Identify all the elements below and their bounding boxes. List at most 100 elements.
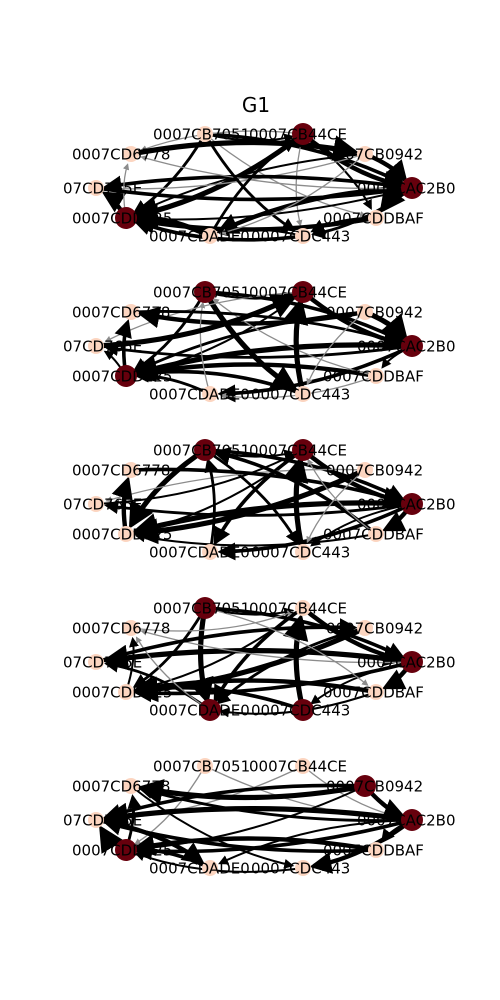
node — [295, 544, 311, 560]
node — [88, 812, 104, 828]
graph-edge — [198, 301, 211, 395]
node-label: 0007CDDBAF — [323, 842, 424, 860]
graph-edge — [131, 500, 413, 539]
node-label: 0007CDC443 — [251, 544, 350, 562]
graph-edge — [306, 469, 366, 544]
node — [123, 304, 139, 320]
node — [295, 860, 311, 876]
graph-edge — [101, 802, 413, 829]
node-label: 0007CD6778 — [72, 146, 170, 164]
graph-edge — [130, 310, 405, 347]
graph-edge — [138, 785, 413, 822]
node — [123, 620, 139, 636]
node-label: 0007CDD125 — [72, 684, 172, 702]
node — [368, 210, 384, 226]
graph-edge — [130, 467, 405, 506]
node — [123, 778, 139, 794]
graph-edge — [95, 618, 358, 664]
graph-3-edges — [95, 447, 414, 561]
node — [357, 620, 373, 636]
node-label: 0007CDD125 — [72, 210, 172, 228]
node-label: 0007CD6778 — [72, 778, 170, 796]
node-label: 0007CB44CE — [249, 284, 347, 302]
node — [202, 860, 218, 876]
node-label: 0007CB7051 — [153, 126, 250, 144]
graph-edge — [135, 636, 211, 711]
node-label: 0007CDADE0 — [149, 544, 250, 562]
node-hot — [194, 281, 216, 303]
node-label: 0007CB44CE — [249, 126, 347, 144]
graph-edge — [136, 779, 366, 805]
graph-edge — [204, 133, 367, 218]
node-label: 0007CAC2B0 — [357, 496, 456, 514]
node-hot — [401, 335, 423, 357]
node-label: 07CD765E — [63, 338, 142, 356]
node — [123, 146, 139, 162]
node-label: 0007CB0942 — [326, 304, 423, 322]
node-hot — [401, 651, 423, 673]
graph-edge — [134, 368, 211, 396]
node — [88, 338, 104, 354]
node — [357, 304, 373, 320]
node-hot — [199, 699, 221, 721]
graph-edge — [131, 342, 413, 381]
graph-edge — [140, 155, 413, 190]
node-label: 0007CDD125 — [72, 368, 172, 386]
node — [197, 758, 213, 774]
node-hot — [401, 809, 423, 831]
graph-edge — [282, 455, 309, 553]
graph-edge — [132, 676, 377, 698]
graph-1-edges — [95, 130, 414, 242]
graph-edge — [204, 290, 406, 343]
node-hot — [115, 839, 137, 861]
node-label: 0007CDDBAF — [323, 526, 424, 544]
graph-edge — [130, 610, 294, 632]
node-label: 0007CDADE0 — [149, 702, 250, 720]
node — [368, 684, 384, 700]
node-label: 07CD765E — [63, 654, 142, 672]
node-label: 0007CDD125 — [72, 842, 172, 860]
node-hot — [194, 439, 216, 461]
node-label: 07CD765E — [63, 180, 142, 198]
node — [88, 654, 104, 670]
node-label: 07CD765E — [63, 496, 142, 514]
node-label: 0007CD6778 — [72, 462, 170, 480]
graph-edge — [217, 344, 413, 403]
node — [295, 228, 311, 244]
graph-edge — [140, 629, 413, 664]
graph-edge — [134, 532, 377, 547]
graph-edge — [307, 458, 377, 535]
node-label: 0007CAC2B0 — [357, 180, 456, 198]
graph-5-edges — [95, 765, 414, 874]
node-label: 0007CB44CE — [249, 758, 347, 776]
graph-edge — [104, 500, 413, 517]
node — [295, 758, 311, 774]
node-label: 0007CD6778 — [72, 304, 170, 322]
node-label: 0007CDD125 — [72, 526, 172, 544]
node-hot — [292, 699, 314, 721]
graph-edge — [137, 306, 366, 329]
graph-edge — [133, 660, 413, 703]
node-label: 0007CDADE0 — [149, 228, 250, 246]
node-label: 0007CB7051 — [153, 442, 250, 460]
graph-edge — [132, 360, 377, 382]
node-label: 0007CAC2B0 — [357, 654, 456, 672]
graph-edge — [95, 453, 295, 505]
node — [368, 526, 384, 542]
graph-4-edges — [95, 606, 414, 718]
graph-edge — [132, 834, 377, 856]
graph-edge — [95, 294, 298, 349]
node — [357, 146, 373, 162]
graph-panels: 0007CB70510007CB44CE0007CB09420007CAC2B0… — [63, 123, 456, 878]
node — [88, 180, 104, 196]
graph-edge — [133, 363, 304, 396]
node — [368, 842, 384, 858]
node-hot — [292, 281, 314, 303]
graph-edge — [282, 613, 309, 711]
graph-edge — [104, 342, 413, 359]
graph-edge — [204, 457, 218, 553]
